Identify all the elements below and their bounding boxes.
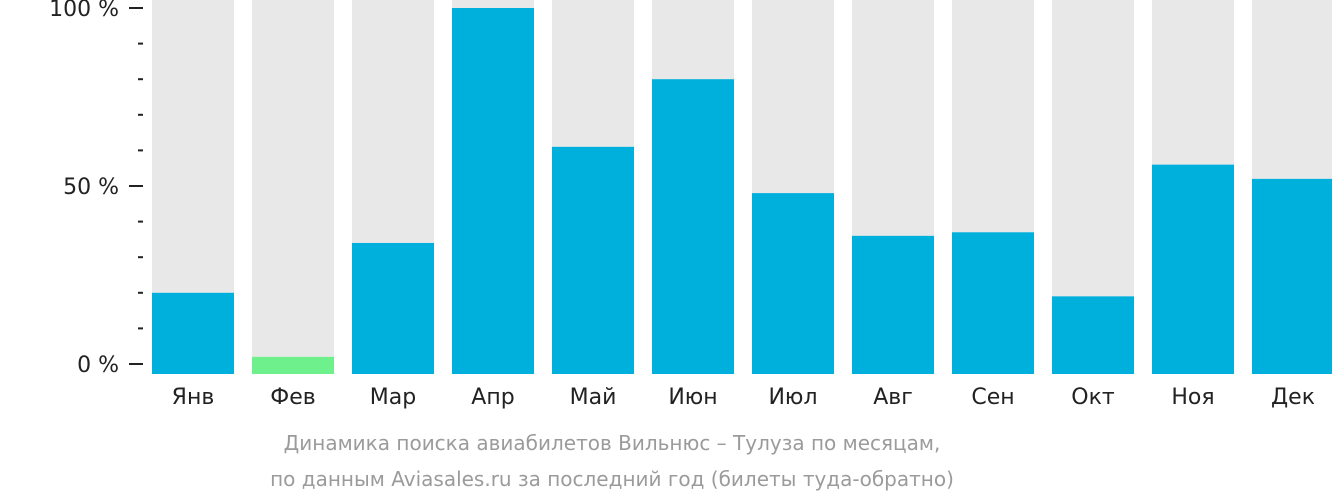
bar	[552, 146, 634, 374]
x-tick-label: Апр	[471, 385, 514, 410]
y-tick-label: 100 %	[49, 0, 119, 22]
y-tick-label: 0 %	[77, 353, 119, 378]
x-tick-label: Мар	[370, 385, 416, 410]
bar	[1152, 164, 1234, 374]
x-tick-label: Фев	[270, 385, 315, 410]
chart-caption-line1: Динамика поиска авиабилетов Вильнюс – Ту…	[283, 431, 941, 455]
x-tick-label: Июл	[768, 385, 817, 410]
x-tick-label: Дек	[1271, 385, 1315, 410]
x-tick-label: Авг	[873, 385, 913, 410]
bar	[1252, 178, 1332, 374]
bar	[652, 79, 734, 374]
y-tick-label: 50 %	[63, 175, 119, 200]
bar	[452, 8, 534, 374]
x-tick-label: Янв	[172, 385, 215, 410]
bar	[752, 193, 834, 374]
bar	[352, 242, 434, 374]
bar	[1052, 296, 1134, 374]
bar	[152, 292, 234, 374]
bar-track	[252, 0, 334, 374]
bar	[252, 356, 334, 374]
x-tick-label: Сен	[971, 385, 1014, 410]
x-tick-label: Май	[570, 385, 617, 410]
x-tick-label: Июн	[668, 385, 717, 410]
chart-caption-line2: по данным Aviasales.ru за последний год …	[270, 467, 954, 491]
bar	[952, 232, 1034, 374]
bar	[852, 235, 934, 374]
x-tick-label: Ноя	[1171, 385, 1214, 410]
x-tick-label: Окт	[1071, 385, 1115, 410]
